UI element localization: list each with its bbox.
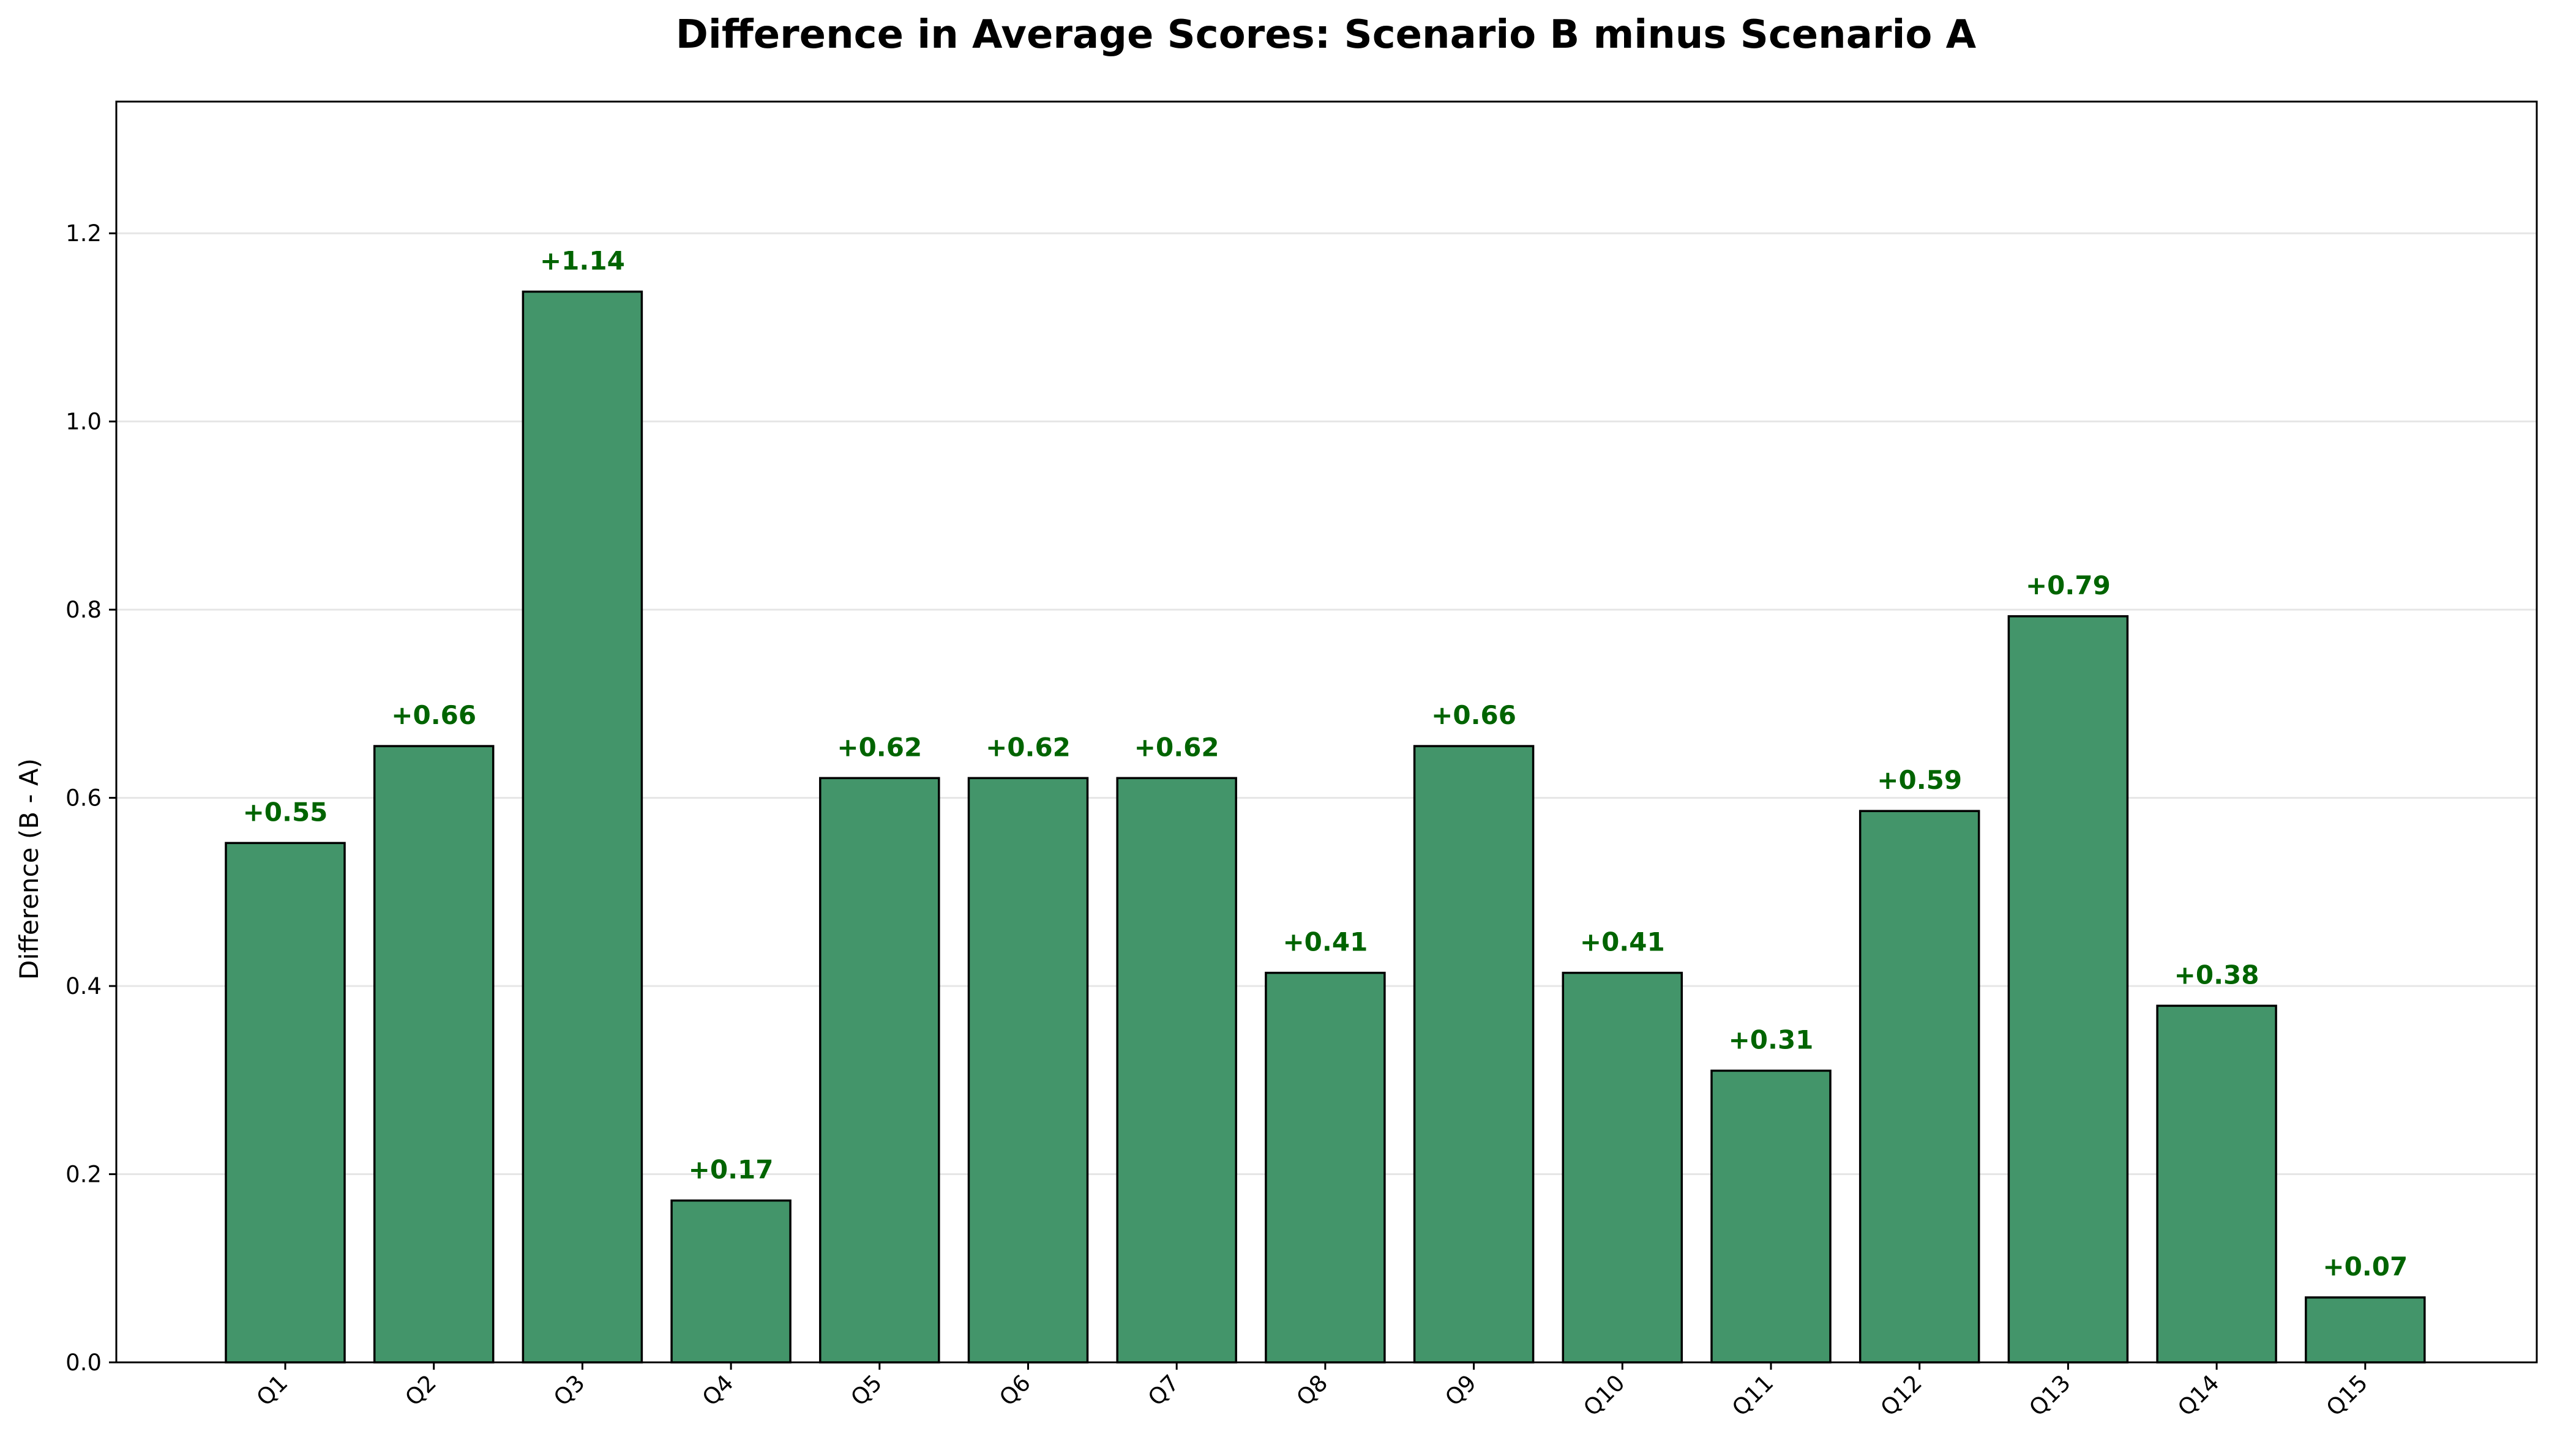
- data-label-q4: +0.17: [689, 1155, 774, 1185]
- data-label-q7: +0.62: [1134, 732, 1219, 762]
- y-axis-label: Difference (B - A): [14, 758, 44, 980]
- y-tick-label: 1.2: [66, 220, 102, 247]
- bar-q6: [967, 777, 1089, 1364]
- bar-q5: [819, 777, 940, 1364]
- bar-q3: [522, 290, 643, 1364]
- bar-q1: [225, 842, 346, 1364]
- data-label-q3: +1.14: [540, 246, 625, 276]
- y-tick-label: 0.8: [66, 597, 102, 623]
- bar-q4: [670, 1199, 792, 1364]
- y-axis: 0.0 0.2 0.4 0.6 0.8 1.0 1.2: [66, 220, 116, 1376]
- bar-q12: [1858, 810, 1980, 1364]
- data-label-q10: +0.41: [1580, 927, 1665, 957]
- bar-q13: [2007, 615, 2129, 1364]
- y-tick-label: 0.6: [66, 785, 102, 812]
- bar-q15: [2305, 1296, 2426, 1364]
- y-tick-label: 0.4: [66, 973, 102, 999]
- data-label-q5: +0.62: [837, 732, 922, 762]
- y-tick-label: 1.0: [66, 409, 102, 435]
- data-label-q11: +0.31: [1729, 1025, 1814, 1055]
- data-label-q9: +0.66: [1431, 700, 1516, 730]
- data-label-q1: +0.55: [243, 797, 328, 827]
- data-label-q6: +0.62: [986, 732, 1071, 762]
- bar-q14: [2156, 1004, 2277, 1364]
- bar-q2: [373, 745, 495, 1364]
- bar-q10: [1562, 971, 1683, 1364]
- data-label-q15: +0.07: [2323, 1252, 2408, 1282]
- y-tick-label: 0.2: [66, 1162, 102, 1188]
- chart-title: Difference in Average Scores: Scenario B…: [676, 12, 1977, 58]
- data-label-q8: +0.41: [1282, 927, 1368, 957]
- bar-q8: [1265, 971, 1386, 1364]
- data-labels: +0.55 +0.66 +1.14 +0.17 +0.62 +0.62 +0.62 +0.41…: [243, 246, 2408, 1282]
- bar-q11: [1710, 1069, 1832, 1364]
- data-label-q12: +0.59: [1877, 765, 1962, 795]
- data-label-q13: +0.79: [2026, 570, 2111, 600]
- y-tick-label: 0.0: [66, 1350, 102, 1376]
- data-label-q14: +0.38: [2174, 960, 2259, 990]
- plot-area-frame: [115, 100, 2538, 1364]
- data-label-q2: +0.66: [391, 700, 476, 730]
- bar-q7: [1116, 777, 1237, 1364]
- bar-q9: [1413, 745, 1535, 1364]
